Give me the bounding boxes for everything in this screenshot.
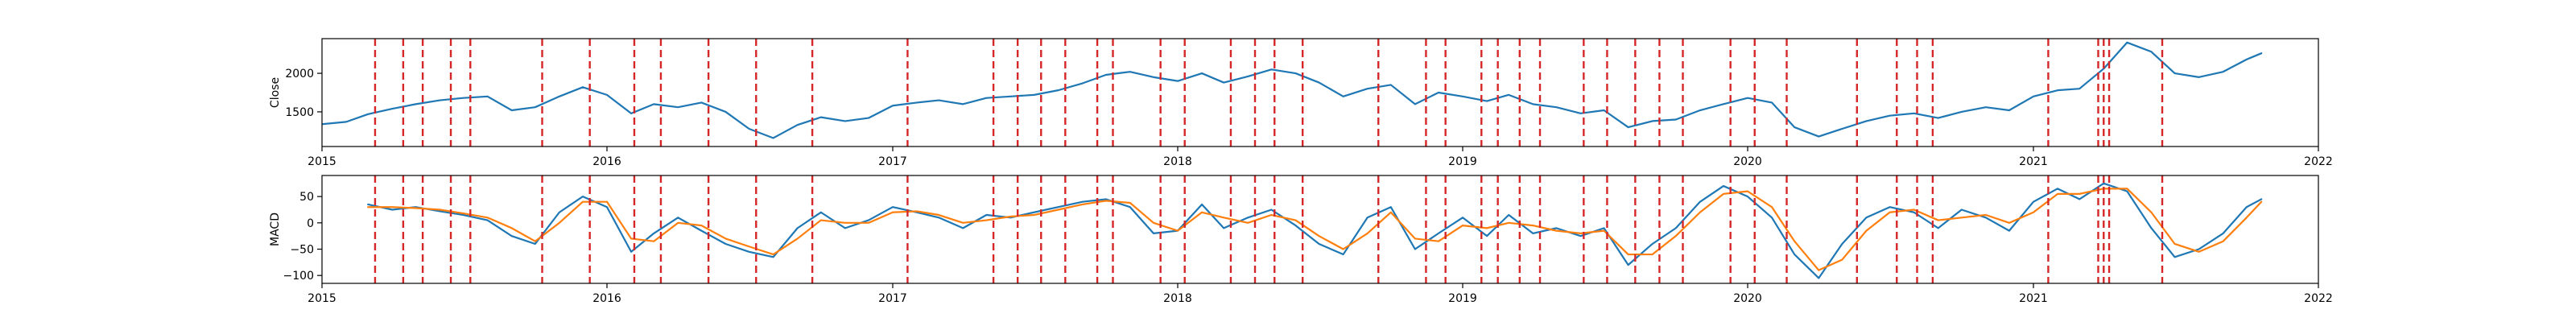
x-tick-label: 2021 bbox=[2019, 292, 2048, 305]
x-tick-label: 2018 bbox=[1163, 292, 1192, 305]
y-tick-label: 50 bbox=[299, 191, 314, 204]
x-tick-label: 2019 bbox=[1448, 292, 1477, 305]
y-tick-label: −50 bbox=[290, 244, 314, 257]
plot-area bbox=[367, 175, 2263, 283]
x-tick-label: 2020 bbox=[1733, 155, 1762, 168]
series-line-0 bbox=[322, 41, 2263, 139]
y-axis-label: Close bbox=[269, 77, 282, 108]
axes-frame bbox=[321, 38, 2319, 147]
x-tick-label: 2015 bbox=[308, 292, 336, 305]
x-tick-label: 2022 bbox=[2304, 292, 2333, 305]
x-tick-label: 2016 bbox=[592, 292, 621, 305]
x-tick-label: 2019 bbox=[1448, 155, 1477, 168]
y-axis-label: MACD bbox=[269, 213, 282, 246]
x-tick-label: 2016 bbox=[592, 155, 621, 168]
plot-area bbox=[322, 39, 2263, 147]
y-tick-label: 0 bbox=[307, 217, 314, 230]
series-line-0 bbox=[367, 182, 2263, 279]
x-tick-label: 2022 bbox=[2304, 155, 2333, 168]
x-tick-label: 2015 bbox=[308, 155, 336, 168]
x-tick-label: 2017 bbox=[878, 292, 907, 305]
x-tick-label: 2021 bbox=[2019, 155, 2048, 168]
x-tick-label: 2018 bbox=[1163, 155, 1192, 168]
y-tick-label: −100 bbox=[283, 270, 314, 283]
axes-frame bbox=[321, 175, 2319, 284]
y-tick-label: 2000 bbox=[285, 68, 314, 80]
series-line-1 bbox=[367, 188, 2263, 271]
x-tick-label: 2017 bbox=[878, 155, 907, 168]
macd-panel: 2015 2016 2017 2018 2019 2020 2021 2022 −100 −50 0… bbox=[269, 175, 2333, 305]
y-tick-label: 1500 bbox=[285, 106, 314, 119]
close-price-panel: 2015 2016 2017 2018 2019 2020 2021 2022 1500 2000… bbox=[269, 38, 2333, 168]
x-tick-label: 2020 bbox=[1733, 292, 1762, 305]
